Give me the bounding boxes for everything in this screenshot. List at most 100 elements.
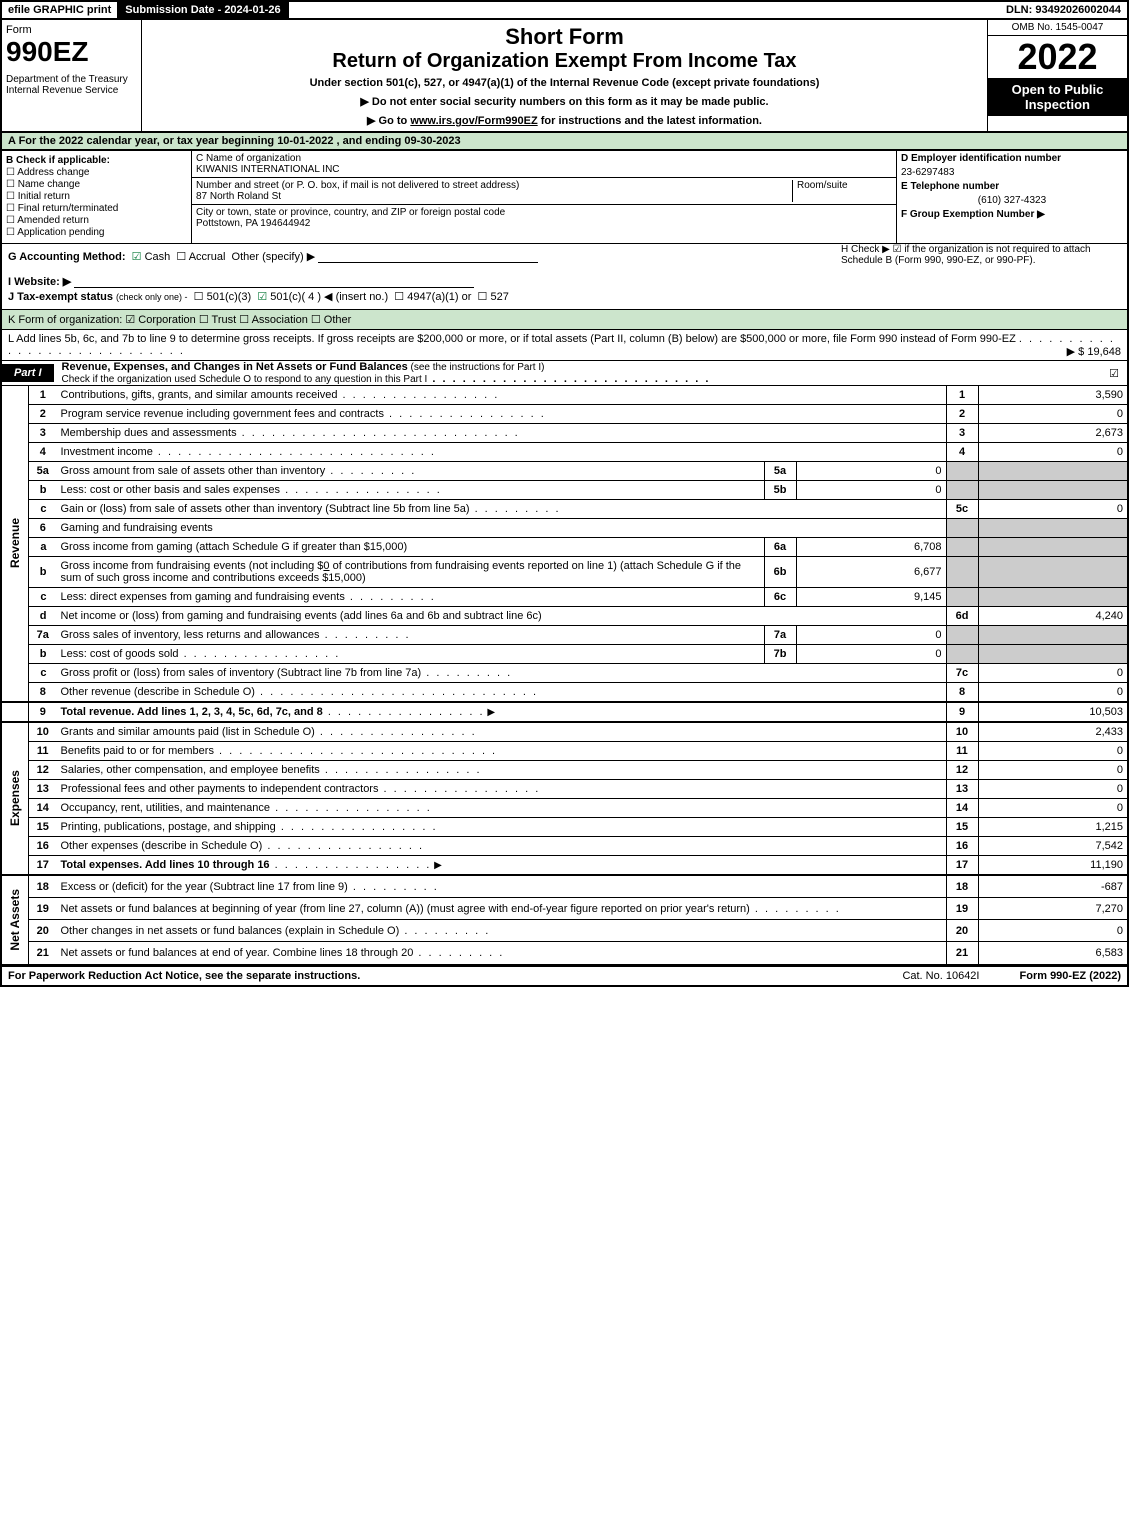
street-label: Number and street (or P. O. box, if mail… <box>196 180 519 191</box>
omb-number: OMB No. 1545-0047 <box>988 20 1127 36</box>
part1-tab: Part I <box>2 364 54 382</box>
line-5a: 5a Gross amount from sale of assets othe… <box>1 462 1128 481</box>
line-19: 19 Net assets or fund balances at beginn… <box>1 898 1128 920</box>
part1-check-line: Check if the organization used Schedule … <box>62 374 428 385</box>
line-18: Net Assets 18 Excess or (deficit) for th… <box>1 875 1128 898</box>
footer: For Paperwork Reduction Act Notice, see … <box>0 965 1129 987</box>
street: 87 North Roland St <box>196 191 281 202</box>
submission-date: Submission Date - 2024-01-26 <box>119 2 288 18</box>
line-11: 11 Benefits paid to or for members 11 0 <box>1 742 1128 761</box>
part1-header: Part I Revenue, Expenses, and Changes in… <box>0 361 1129 386</box>
section-l-text: L Add lines 5b, 6c, and 7b to line 9 to … <box>8 333 1016 345</box>
line-7c: c Gross profit or (loss) from sales of i… <box>1 664 1128 683</box>
line-7a: 7a Gross sales of inventory, less return… <box>1 626 1128 645</box>
under-section: Under section 501(c), 527, or 4947(a)(1)… <box>146 77 983 89</box>
irs-link[interactable]: www.irs.gov/Form990EZ <box>410 115 537 127</box>
short-form-title: Short Form <box>146 24 983 50</box>
line-13: 13 Professional fees and other payments … <box>1 780 1128 799</box>
chk-cash[interactable] <box>132 251 145 263</box>
open-inspection: Open to Public Inspection <box>988 78 1127 116</box>
chk-final[interactable]: Final return/terminated <box>6 203 187 214</box>
line-10: Expenses 10 Grants and similar amounts p… <box>1 722 1128 742</box>
lines-table: Revenue 1 Contributions, gifts, grants, … <box>0 386 1129 965</box>
g-label: G Accounting Method: <box>8 251 126 263</box>
line-20: 20 Other changes in net assets or fund b… <box>1 920 1128 942</box>
info-block: B Check if applicable: Address change Na… <box>0 151 1129 244</box>
chk-501c[interactable] <box>257 291 270 303</box>
room-label: Room/suite <box>797 180 848 191</box>
header-left: Form 990EZ Department of the Treasury In… <box>2 20 142 131</box>
form-label: Form <box>6 24 137 36</box>
chk-name[interactable]: Name change <box>6 179 187 190</box>
section-j: J Tax-exempt status (check only one) - 5… <box>8 290 1121 303</box>
section-k-text: K Form of organization: ☑ Corporation ☐ … <box>8 314 351 326</box>
org-name: KIWANIS INTERNATIONAL INC <box>196 164 340 175</box>
line-6: 6 Gaming and fundraising events <box>1 519 1128 538</box>
line-12: 12 Salaries, other compensation, and emp… <box>1 761 1128 780</box>
vside-netassets: Net Assets <box>1 875 29 964</box>
mid-block: H Check ▶ ☑ if the organization is not r… <box>0 244 1129 310</box>
j-note: (check only one) - <box>116 292 188 302</box>
i-label: I Website: ▶ <box>8 276 71 288</box>
city-row: City or town, state or province, country… <box>192 205 896 231</box>
line-3: 3 Membership dues and assessments 3 2,67… <box>1 424 1128 443</box>
section-l: L Add lines 5b, 6c, and 7b to line 9 to … <box>0 330 1129 361</box>
section-a-text: A For the 2022 calendar year, or tax yea… <box>8 135 461 147</box>
dept-label: Department of the Treasury Internal Reve… <box>6 74 137 96</box>
line-16: 16 Other expenses (describe in Schedule … <box>1 837 1128 856</box>
chk-501c3[interactable] <box>194 291 207 303</box>
line-8: 8 Other revenue (describe in Schedule O)… <box>1 683 1128 703</box>
chk-4947[interactable] <box>394 291 407 303</box>
footer-cat: Cat. No. 10642I <box>902 970 979 982</box>
vside-revenue: Revenue <box>1 386 29 702</box>
org-name-label: C Name of organization <box>196 153 301 164</box>
line-7b: b Less: cost of goods sold 7b 0 <box>1 645 1128 664</box>
footer-form: Form 990-EZ (2022) <box>1020 970 1122 982</box>
dln: DLN: 93492026002044 <box>1000 2 1127 18</box>
ein-label: D Employer identification number <box>901 153 1061 164</box>
g-other: Other (specify) ▶ <box>232 251 316 263</box>
chk-address[interactable]: Address change <box>6 167 187 178</box>
header-center: Short Form Return of Organization Exempt… <box>142 20 987 131</box>
chk-initial[interactable]: Initial return <box>6 191 187 202</box>
instr-ssn: ▶ Do not enter social security numbers o… <box>146 95 983 108</box>
line-6b: b Gross income from fundraising events (… <box>1 557 1128 588</box>
tax-year: 2022 <box>988 36 1127 78</box>
chk-pending[interactable]: Application pending <box>6 227 187 238</box>
i-blank <box>74 287 474 288</box>
chk-amended[interactable]: Amended return <box>6 215 187 226</box>
return-title: Return of Organization Exempt From Incom… <box>146 50 983 73</box>
line-9: 9 Total revenue. Add lines 1, 2, 3, 4, 5… <box>1 702 1128 722</box>
section-l-val: ▶ $ 19,648 <box>1067 345 1121 358</box>
line-14: 14 Occupancy, rent, utilities, and maint… <box>1 799 1128 818</box>
chk-527[interactable] <box>478 291 491 303</box>
col-d: D Employer identification number 23-6297… <box>897 151 1127 243</box>
street-row: Number and street (or P. O. box, if mail… <box>192 178 896 205</box>
ein: 23-6297483 <box>901 167 1123 178</box>
section-k: K Form of organization: ☑ Corporation ☐ … <box>0 310 1129 330</box>
line-5c: c Gain or (loss) from sale of assets oth… <box>1 500 1128 519</box>
efile-label[interactable]: efile GRAPHIC print <box>2 2 119 18</box>
col-b-title: B Check if applicable: <box>6 155 110 166</box>
footer-left: For Paperwork Reduction Act Notice, see … <box>8 970 360 982</box>
line-6a: a Gross income from gaming (attach Sched… <box>1 538 1128 557</box>
form-number: 990EZ <box>6 36 137 68</box>
chk-accrual[interactable] <box>176 251 188 263</box>
instr-post: for instructions and the latest informat… <box>538 115 762 127</box>
part1-title: Revenue, Expenses, and Changes in Net As… <box>54 361 1110 385</box>
city: Pottstown, PA 194644942 <box>196 218 310 229</box>
phone: (610) 327-4323 <box>901 195 1123 206</box>
col-c: C Name of organization KIWANIS INTERNATI… <box>192 151 897 243</box>
line-2: 2 Program service revenue including gove… <box>1 405 1128 424</box>
section-i: I Website: ▶ <box>8 275 1121 288</box>
instr-pre: ▶ Go to <box>367 115 410 127</box>
section-a: A For the 2022 calendar year, or tax yea… <box>0 133 1129 151</box>
instr-link: ▶ Go to www.irs.gov/Form990EZ for instru… <box>146 114 983 127</box>
part1-check-o[interactable]: ☑ <box>1109 367 1127 380</box>
city-label: City or town, state or province, country… <box>196 207 505 218</box>
org-name-row: C Name of organization KIWANIS INTERNATI… <box>192 151 896 178</box>
line-6c: c Less: direct expenses from gaming and … <box>1 588 1128 607</box>
col-b: B Check if applicable: Address change Na… <box>2 151 192 243</box>
j-label: J Tax-exempt status <box>8 291 113 303</box>
line-15: 15 Printing, publications, postage, and … <box>1 818 1128 837</box>
